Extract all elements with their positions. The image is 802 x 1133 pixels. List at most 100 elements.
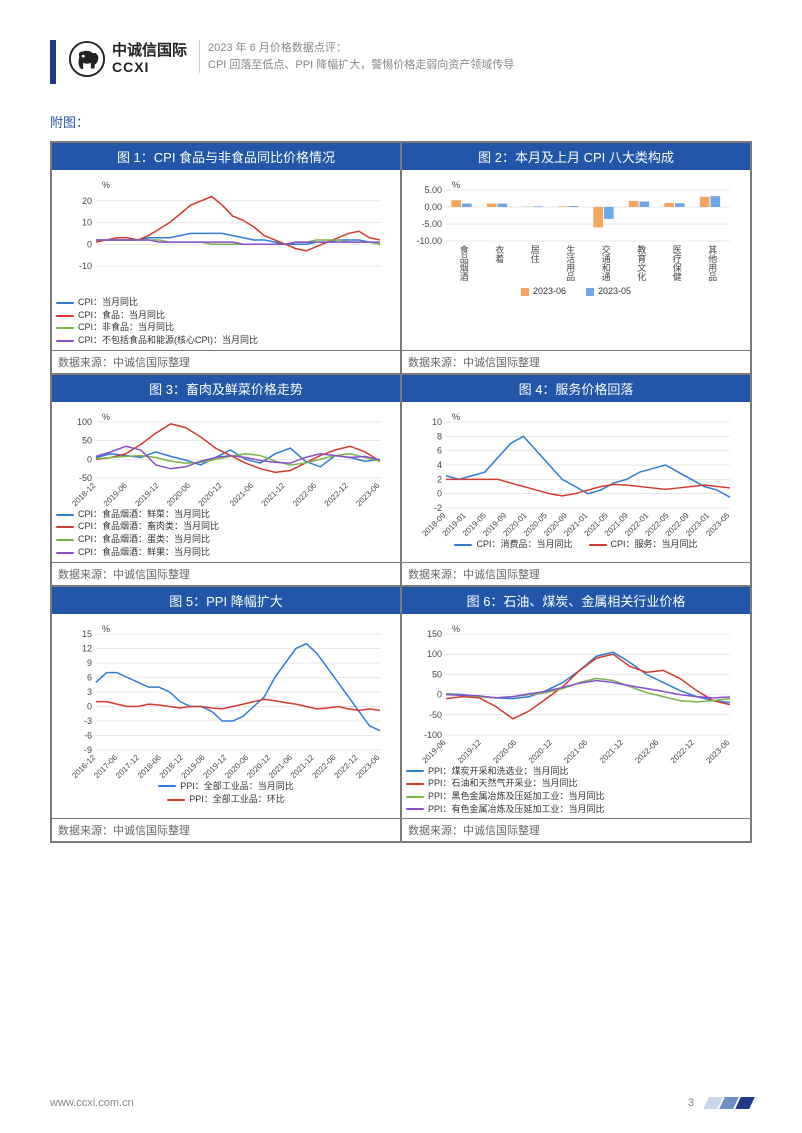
- chart-3-legend: CPI：食品烟酒：鲜菜：当月同比CPI：食品烟酒：畜肉类：当月同比CPI：食品烟…: [56, 509, 396, 559]
- chart-3-source: 数据来源：中诚信国际整理: [52, 562, 400, 585]
- svg-text:2018-12: 2018-12: [70, 480, 98, 507]
- svg-text:2021-12: 2021-12: [598, 737, 626, 764]
- svg-text:其他用品和服务: 其他用品和服务: [707, 245, 717, 281]
- logo-text-cn: 中诚信国际: [112, 43, 187, 60]
- logo: 中诚信国际 CCXI: [68, 40, 187, 78]
- chart-1-plot: -1001020%: [56, 176, 386, 296]
- chart-1-legend: CPI：当月同比CPI：食品：当月同比CPI：非食品：当月同比CPI：不包括食品…: [56, 297, 396, 347]
- chart-3-plot: -50050100%2018-122019-062019-122020-0620…: [56, 408, 386, 508]
- svg-text:%: %: [452, 624, 460, 634]
- logo-text-en: CCXI: [112, 60, 187, 75]
- svg-text:0.00: 0.00: [424, 202, 442, 212]
- svg-text:居住: 居住: [530, 245, 540, 263]
- svg-text:-5.00: -5.00: [421, 219, 442, 229]
- svg-text:12: 12: [82, 643, 92, 653]
- page-footer: www.ccxi.com.cn 3: [50, 1097, 752, 1109]
- chart-3-title: 图 3：畜肉及鲜菜价格走势: [52, 375, 400, 402]
- svg-text:0: 0: [87, 239, 92, 249]
- svg-text:150: 150: [427, 629, 442, 639]
- svg-text:教育文化和娱乐: 教育文化和娱乐: [636, 244, 646, 281]
- svg-text:3: 3: [87, 687, 92, 697]
- svg-text:2023-06: 2023-06: [704, 737, 732, 764]
- svg-text:9: 9: [87, 658, 92, 668]
- chart-4-source: 数据来源：中诚信国际整理: [402, 562, 750, 585]
- svg-text:食品烟酒: 食品烟酒: [459, 244, 469, 281]
- section-label: 附图：: [50, 112, 752, 131]
- svg-text:衣着: 衣着: [494, 244, 504, 264]
- chart-6-legend: PPI：煤炭开采和洗选业：当月同比PPI：石油和天然气开采业：当月同比PPI：黑…: [406, 766, 746, 816]
- svg-text:医疗保健: 医疗保健: [672, 245, 682, 281]
- chart-1: 图 1：CPI 食品与非食品同比价格情况 -1001020% CPI：当月同比C…: [51, 142, 401, 374]
- svg-text:15: 15: [82, 629, 92, 639]
- elephant-logo-icon: [68, 40, 106, 78]
- svg-text:2020-12: 2020-12: [527, 737, 555, 764]
- chart-2: 图 2：本月及上月 CPI 八大类构成 -10.00 -5.00 0.00 5.00%…: [401, 142, 751, 374]
- chart-4-title: 图 4：服务价格回落: [402, 375, 750, 402]
- chart-6: 图 6：石油、煤炭、金属相关行业价格 -100-50050100150%2019…: [401, 586, 751, 843]
- svg-text:-10.00: -10.00: [416, 236, 442, 246]
- svg-text:20: 20: [82, 196, 92, 206]
- svg-text:2020-06: 2020-06: [491, 737, 519, 764]
- svg-text:%: %: [102, 180, 110, 190]
- svg-text:-3: -3: [84, 716, 92, 726]
- chart-6-source: 数据来源：中诚信国际整理: [402, 818, 750, 841]
- svg-text:2022-12: 2022-12: [323, 480, 351, 507]
- chart-2-source: 数据来源：中诚信国际整理: [402, 350, 750, 373]
- chart-3: 图 3：畜肉及鲜菜价格走势 -50050100%2018-122019-0620…: [51, 374, 401, 586]
- chart-4-plot: -20246810%2018-092019-012019-052019-0920…: [406, 408, 736, 538]
- svg-text:4: 4: [437, 460, 442, 470]
- svg-text:50: 50: [432, 669, 442, 679]
- svg-text:2020-12: 2020-12: [197, 480, 225, 507]
- svg-text:2023-06: 2023-06: [354, 752, 382, 779]
- svg-text:%: %: [102, 624, 110, 634]
- chart-grid: 图 1：CPI 食品与非食品同比价格情况 -1001020% CPI：当月同比C…: [50, 141, 752, 843]
- chart-5-legend: PPI：全部工业品：当月同比PPI：全部工业品：环比: [56, 780, 396, 807]
- svg-text:%: %: [452, 412, 460, 422]
- footer-url: www.ccxi.com.cn: [50, 1097, 134, 1109]
- chart-2-legend: 2023-062023-05: [406, 285, 746, 299]
- page-number: 3: [688, 1097, 694, 1109]
- svg-text:10: 10: [432, 417, 442, 427]
- chart-2-plot: -10.00 -5.00 0.00 5.00% 食品烟酒 衣着 居住 生活用品及服务 交通和通信…: [406, 176, 736, 281]
- chart-4-legend: CPI：消费品：当月同比CPI：服务：当月同比: [406, 538, 746, 552]
- svg-text:0: 0: [437, 689, 442, 699]
- chart-5-source: 数据来源：中诚信国际整理: [52, 818, 400, 841]
- svg-text:6: 6: [87, 672, 92, 682]
- svg-text:5.00: 5.00: [424, 185, 442, 195]
- svg-text:0: 0: [87, 454, 92, 464]
- chart-6-title: 图 6：石油、煤炭、金属相关行业价格: [402, 587, 750, 614]
- chart-1-source: 数据来源：中诚信国际整理: [52, 350, 400, 373]
- chart-6-plot: -100-50050100150%2019-062019-122020-0620…: [406, 620, 736, 765]
- footer-stripes-icon: [704, 1097, 752, 1109]
- svg-text:100: 100: [427, 649, 442, 659]
- svg-text:6: 6: [437, 445, 442, 455]
- svg-text:0: 0: [437, 488, 442, 498]
- svg-text:2019-06: 2019-06: [102, 480, 130, 507]
- chart-5: 图 5：PPI 降幅扩大 -9-6-303691215%2016-122017-…: [51, 586, 401, 843]
- svg-text:2022-06: 2022-06: [633, 737, 661, 764]
- svg-text:交通和通信: 交通和通信: [601, 244, 611, 281]
- svg-text:2022-06: 2022-06: [291, 480, 319, 507]
- svg-text:2: 2: [437, 474, 442, 484]
- svg-text:生活用品及服务: 生活用品及服务: [565, 244, 575, 281]
- svg-text:100: 100: [77, 417, 92, 427]
- header-line2: CPI 回落至低点、PPI 降幅扩大，警惕价格走弱向资产领域传导: [208, 57, 514, 74]
- header-subtitle: 2023 年 6 月价格数据点评： CPI 回落至低点、PPI 降幅扩大，警惕价…: [199, 40, 514, 73]
- chart-5-plot: -9-6-303691215%2016-122017-062017-122018…: [56, 620, 386, 780]
- svg-text:%: %: [452, 180, 460, 190]
- svg-text:2021-12: 2021-12: [260, 480, 288, 507]
- svg-text:-6: -6: [84, 730, 92, 740]
- svg-text:2019-12: 2019-12: [456, 737, 484, 764]
- page-header: 中诚信国际 CCXI 2023 年 6 月价格数据点评： CPI 回落至低点、P…: [50, 40, 752, 84]
- chart-4: 图 4：服务价格回落 -20246810%2018-092019-012019-…: [401, 374, 751, 586]
- svg-text:-50: -50: [429, 709, 442, 719]
- svg-text:0: 0: [87, 701, 92, 711]
- svg-text:2019-06: 2019-06: [420, 737, 448, 764]
- svg-text:2022-12: 2022-12: [669, 737, 697, 764]
- svg-text:2019-12: 2019-12: [133, 480, 161, 507]
- chart-5-title: 图 5：PPI 降幅扩大: [52, 587, 400, 614]
- chart-2-title: 图 2：本月及上月 CPI 八大类构成: [402, 143, 750, 170]
- svg-text:50: 50: [82, 435, 92, 445]
- svg-text:2023-06: 2023-06: [354, 480, 382, 507]
- svg-text:10: 10: [82, 218, 92, 228]
